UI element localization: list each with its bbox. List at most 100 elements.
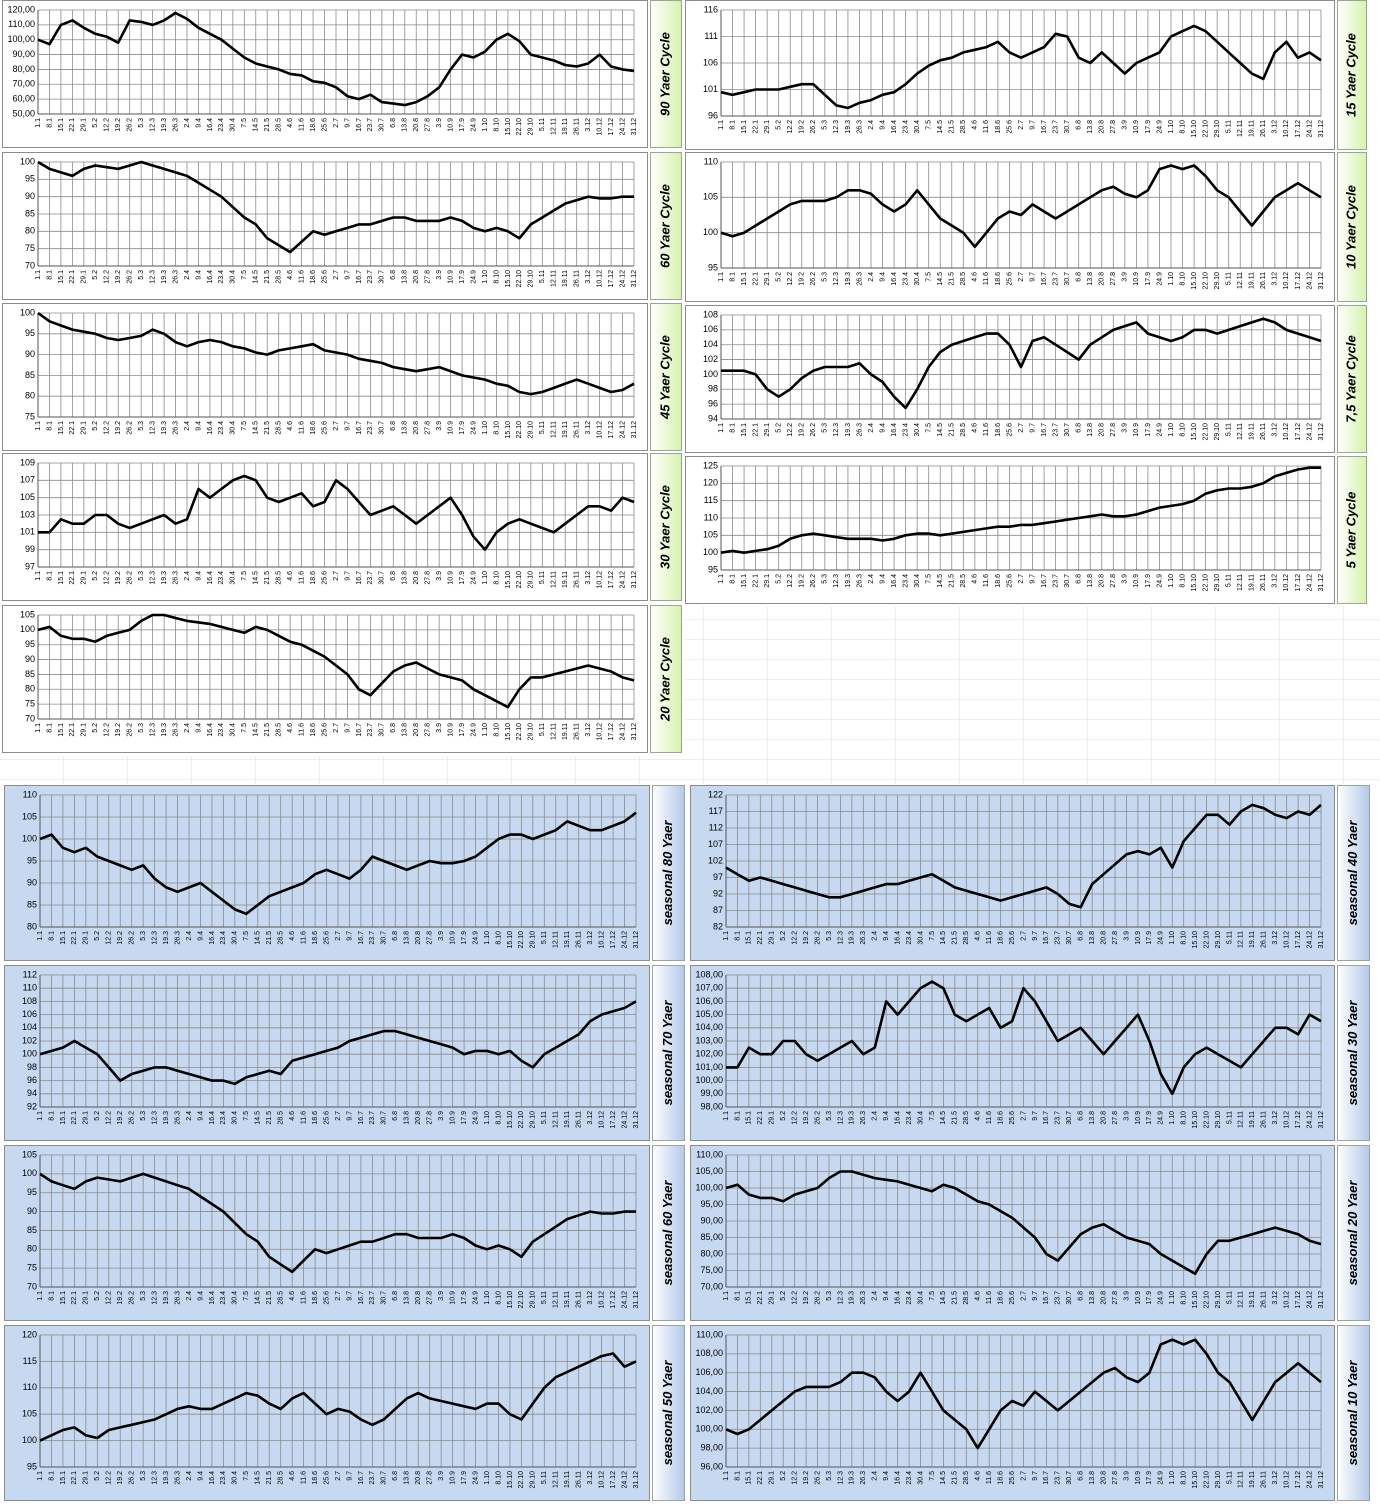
x-tick-label: 8.10 [493,118,500,132]
x-tick-label: 19.3 [845,423,852,437]
x-tick-label: 27.8 [1110,120,1117,134]
x-tick-label: 2.7 [333,270,340,280]
x-tick-label: 26.2 [127,270,134,284]
x-tick-label: 19.11 [562,571,569,588]
x-tick-label: 10.12 [598,1291,605,1309]
chart-area [685,0,1335,150]
x-tick-label: 12.2 [104,571,111,585]
x-tick-label: 28.5 [963,1111,970,1125]
x-tick-label: 15.10 [507,1291,514,1309]
x-tick-label: 9.7 [346,1291,353,1301]
x-tick-label: 4.6 [289,1291,296,1301]
chart-area [2,303,648,451]
x-tick-label: 1.1 [35,270,42,280]
x-tick-label: 22.10 [518,1471,525,1489]
x-tick-label: 23.4 [218,118,225,132]
x-tick-label: 13.8 [1087,272,1094,286]
x-tick-label: 13.8 [1089,1111,1096,1125]
x-tick-label: 20.8 [1099,272,1106,286]
x-tick-label: 5.11 [1226,423,1233,436]
x-tick-label: 23.4 [218,270,225,284]
x-tick-label: 2.4 [872,1291,879,1301]
y-tick-label: 105 [20,609,35,619]
x-tick-label: 27.8 [1112,1471,1119,1485]
x-tick-label: 5.2 [776,272,783,282]
x-tick-label: 30.4 [230,270,237,284]
x-tick-label: 24.12 [1306,120,1313,138]
x-tick-label: 29.1 [769,1111,776,1125]
x-tick-label: 4.6 [287,270,294,280]
x-tick-label: 6.8 [1076,272,1083,282]
label-box [1337,785,1370,961]
x-tick-label: 26.3 [860,1471,867,1485]
x-tick-label: 31.12 [631,270,638,288]
y-tick-label: 105 [703,192,718,202]
x-tick-label: 9.7 [344,571,351,581]
chart: 5 Yaer Cycle 95 100 105 110 115 120 125 1.1 8.1 15… [685,456,1367,604]
chart: seasonal 70 Yaer 92 94 96 98 100 102 104 106 108 1… [4,965,685,1141]
x-tick-label: 19.2 [117,1471,124,1485]
x-tick-label: 15.10 [505,421,512,439]
x-tick-label: 18.6 [310,723,317,737]
label-box [652,785,685,961]
x-tick-label: 14.5 [937,120,944,134]
x-tick-label: 12.3 [149,421,156,435]
x-tick-label: 19.11 [564,1471,571,1488]
x-tick-label: 16.4 [209,931,216,945]
x-tick-label: 9.4 [195,723,202,733]
y-tick-label: 100 [22,833,37,843]
x-tick-label: 5.2 [92,118,99,128]
x-tick-label: 13.8 [1089,1291,1096,1305]
x-tick-label: 12.3 [149,723,156,737]
x-tick-label: 15.10 [1192,1111,1199,1129]
x-tick-label: 12.11 [551,571,558,588]
x-tick-label: 19.3 [163,1471,170,1485]
x-tick-label: 25.6 [1006,574,1013,588]
x-tick-label: 30.4 [232,931,239,945]
x-tick-label: 27.8 [425,421,432,435]
x-tick-label: 2.4 [186,1111,193,1121]
x-tick-label: 17.9 [1146,1471,1153,1485]
x-tick-label: 18.6 [997,1471,1004,1485]
chart: 15 Yaer Cycle 96 101 106 111 116 1.1 8.1 15.1 22.… [685,0,1367,150]
x-tick-label: 25.6 [323,1111,330,1125]
x-tick-label: 10.12 [596,118,603,136]
data-line [39,811,637,916]
x-tick-label: 28.5 [960,423,967,437]
x-tick-label: 10.12 [1284,1291,1291,1309]
x-tick-label: 9.7 [1032,1471,1039,1481]
x-tick-label: 9.4 [195,118,202,128]
x-tick-label: 26.3 [856,423,863,437]
x-tick-label: 1.10 [482,421,489,435]
x-tick-label: 26.2 [810,574,817,588]
x-tick-label: 3.12 [585,571,592,585]
x-tick-label: 19.3 [845,120,852,134]
chart: 45 Yaer Cycle 75 80 85 90 95 100 1.1 8.1 15.1 22.1… [2,303,682,451]
x-tick-label: 5.2 [92,421,99,431]
x-tick-label: 15.1 [60,931,67,945]
x-tick-label: 19.2 [117,931,124,945]
y-tick-label: 110 [23,983,37,993]
x-tick-label: 7.5 [926,423,933,433]
chart: seasonal 80 Yaer 80 85 90 95 100 105 110 1.1 8.1 1… [4,785,685,961]
x-tick-label: 12.3 [837,1111,844,1125]
y-tick-label: 80,00 [700,1248,723,1258]
x-tick-label: 23.7 [1055,1471,1062,1485]
data-line [37,160,634,254]
x-tick-label: 11.6 [983,574,990,587]
x-tick-label: 21.5 [949,574,956,588]
x-tick-label: 24.9 [472,1471,479,1485]
x-tick-label: 28.5 [276,421,283,435]
chart-label: seasonal 20 Yaer [1345,1180,1360,1286]
x-tick-label: 23.7 [1052,272,1059,286]
x-tick-label: 16.7 [358,931,365,945]
x-tick-label: 10.9 [449,1471,456,1485]
x-tick-label: 24.12 [1306,1471,1313,1489]
x-tick-label: 18.6 [312,1291,319,1305]
x-tick-label: 4.6 [287,571,294,581]
x-tick-label: 21.5 [264,571,271,585]
x-tick-label: 26.3 [860,1111,867,1125]
x-tick-label: 18.6 [995,574,1002,588]
x-tick-label: 27.8 [427,931,434,945]
